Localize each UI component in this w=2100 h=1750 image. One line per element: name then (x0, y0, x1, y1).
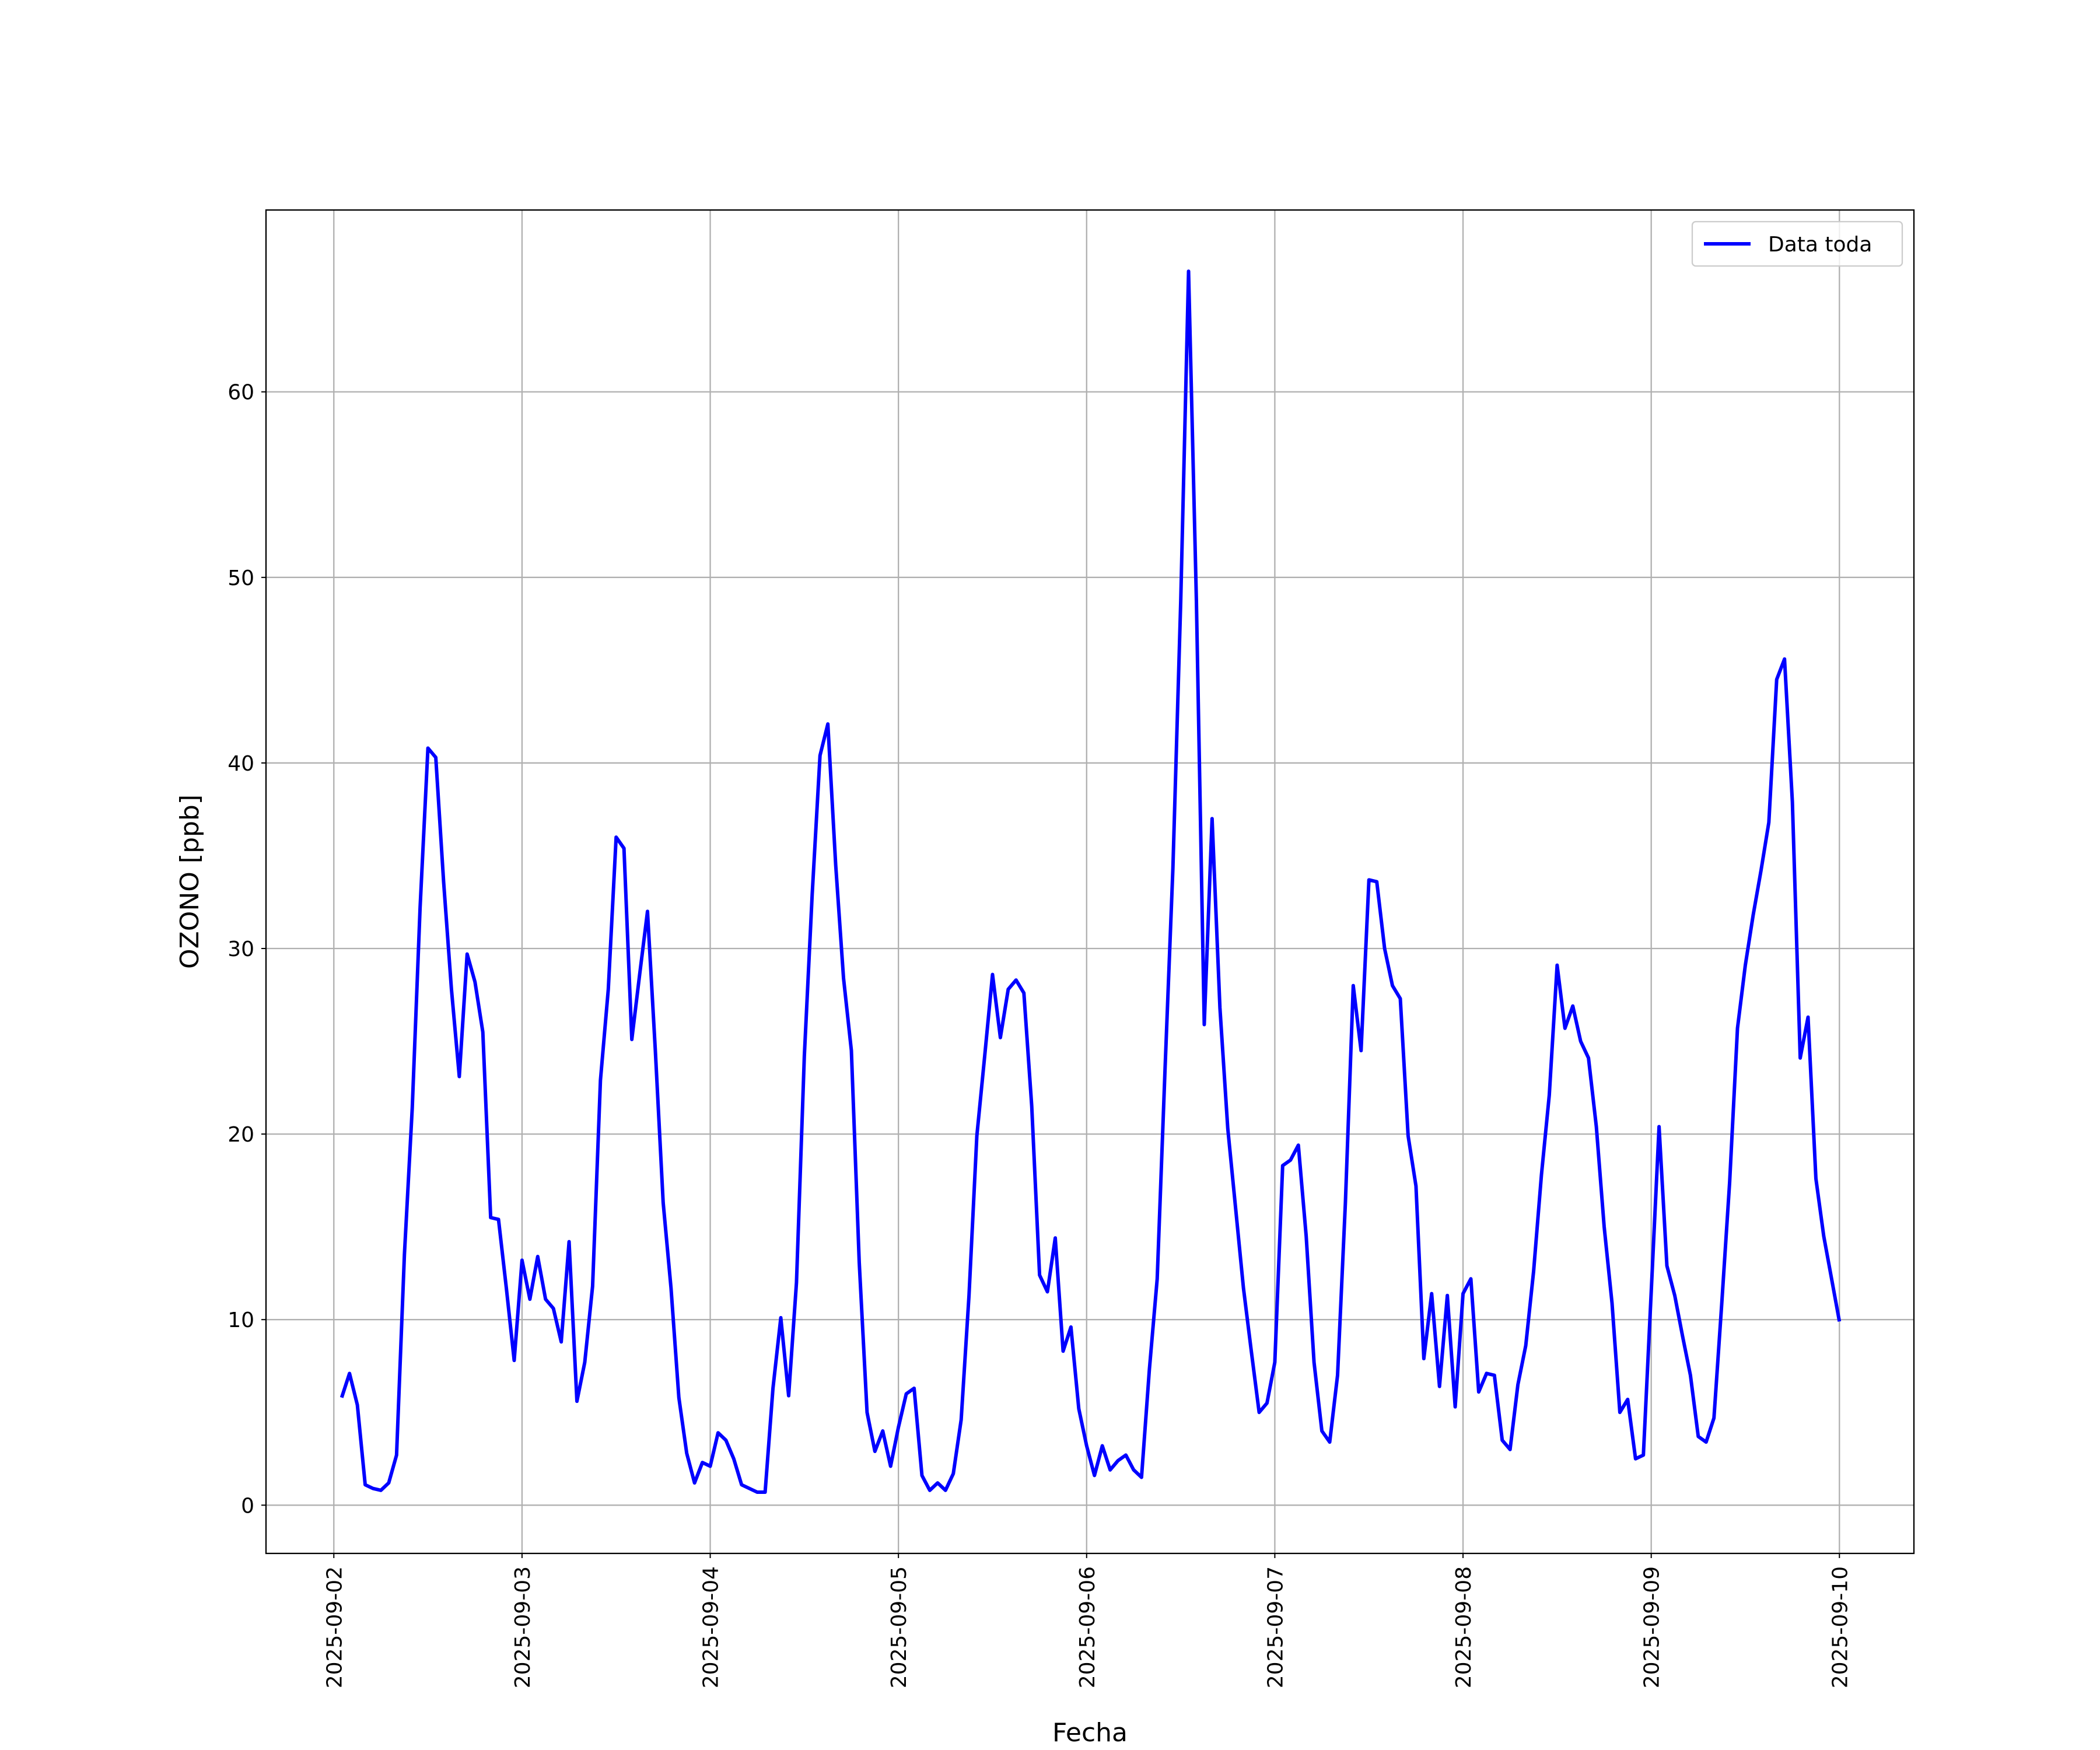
data-line (340, 269, 1842, 1494)
legend: Data toda (1691, 220, 1903, 267)
x-tick-label: 2025-09-03 (511, 1566, 535, 1688)
x-tick-label: 2025-09-09 (1640, 1566, 1664, 1688)
y-tick-label: 10 (228, 1308, 254, 1332)
x-axis-label: Fecha (1052, 1718, 1128, 1748)
y-tick-label: 40 (228, 752, 254, 776)
y-tick-label: 50 (228, 566, 254, 590)
x-tick-label: 2025-09-08 (1452, 1566, 1476, 1688)
x-tick-label: 2025-09-04 (699, 1566, 723, 1688)
y-axis-label: OZONO [ppb] (175, 794, 205, 969)
plot-frame (265, 209, 1915, 1555)
x-tick-label: 2025-09-02 (323, 1566, 346, 1688)
x-tick-label: 2025-09-05 (887, 1566, 911, 1688)
y-tick-label: 20 (228, 1123, 254, 1147)
x-tick-label: 2025-09-10 (1828, 1566, 1852, 1688)
y-tick-label: 0 (241, 1494, 254, 1518)
legend-box (1691, 220, 1903, 267)
legend-label: Data toda (1768, 233, 1872, 257)
y-tick-label: 30 (228, 937, 254, 961)
x-tick-label: 2025-09-07 (1264, 1566, 1287, 1688)
x-tick-label: 2025-09-06 (1076, 1566, 1100, 1688)
y-tick-label: 60 (228, 381, 254, 405)
